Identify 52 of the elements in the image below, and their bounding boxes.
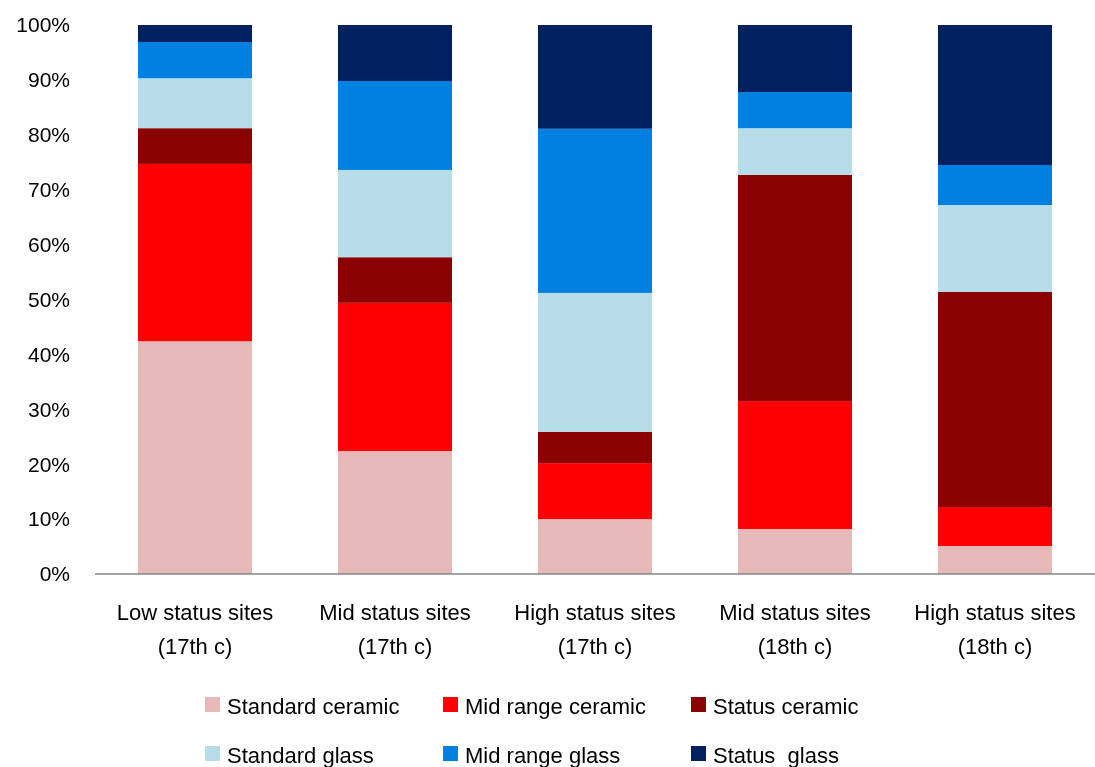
- bar: [338, 81, 452, 170]
- y-tick-label: 100%: [16, 13, 70, 37]
- bar: [938, 205, 1052, 292]
- bar: [538, 431, 652, 464]
- bar: [138, 163, 252, 342]
- bar: [738, 528, 852, 574]
- bar: [938, 507, 1052, 546]
- y-tick-label: 40%: [27, 342, 70, 366]
- x-tick-label: High status sites (17th c): [514, 600, 676, 659]
- y-tick-label: 90%: [27, 68, 70, 92]
- bar: [338, 451, 452, 574]
- y-tick-label: 10%: [27, 507, 70, 531]
- bar: [338, 257, 452, 303]
- bar: [138, 78, 252, 129]
- bar: [338, 169, 452, 258]
- legend-label: Status glass: [713, 742, 839, 767]
- y-tick-label: 30%: [27, 397, 70, 421]
- bar: [138, 341, 252, 574]
- bar: [338, 302, 452, 452]
- legend-label: Status ceramic: [713, 693, 859, 719]
- y-tick-label: 70%: [27, 178, 70, 202]
- x-tick-label: Mid status sites (17th c): [319, 600, 471, 659]
- y-tick-label: 80%: [27, 123, 70, 147]
- bar: [538, 463, 652, 520]
- x-tick-label: High status sites (18th c): [914, 600, 1076, 659]
- bar: [938, 546, 1052, 574]
- legend-label: Standard ceramic: [227, 693, 400, 719]
- legend-label: Mid range glass: [465, 742, 621, 767]
- bar: [538, 292, 652, 432]
- bar: [138, 128, 252, 164]
- y-tick-label: 0%: [39, 562, 70, 586]
- bar: [538, 128, 652, 293]
- bar: [738, 91, 852, 129]
- bar: [738, 174, 852, 402]
- bar: [538, 519, 652, 574]
- x-tick-label: Low status sites (17th c): [116, 600, 274, 659]
- bar: [938, 291, 1052, 508]
- bar: [938, 165, 1052, 206]
- x-tick-label: Mid status sites (18th c): [719, 600, 871, 659]
- bar: [738, 401, 852, 529]
- y-tick-label: 60%: [27, 232, 70, 256]
- y-tick-label: 50%: [27, 287, 70, 311]
- bar: [138, 42, 252, 79]
- legend-label: Mid range ceramic: [465, 693, 646, 719]
- bar: [738, 128, 852, 175]
- bar: [938, 25, 1052, 165]
- legend-label: Standard glass: [227, 742, 374, 767]
- bar: [138, 25, 252, 43]
- bar: [738, 25, 852, 92]
- y-tick-label: 20%: [27, 452, 70, 476]
- bar: [338, 25, 452, 81]
- bar: [538, 25, 652, 129]
